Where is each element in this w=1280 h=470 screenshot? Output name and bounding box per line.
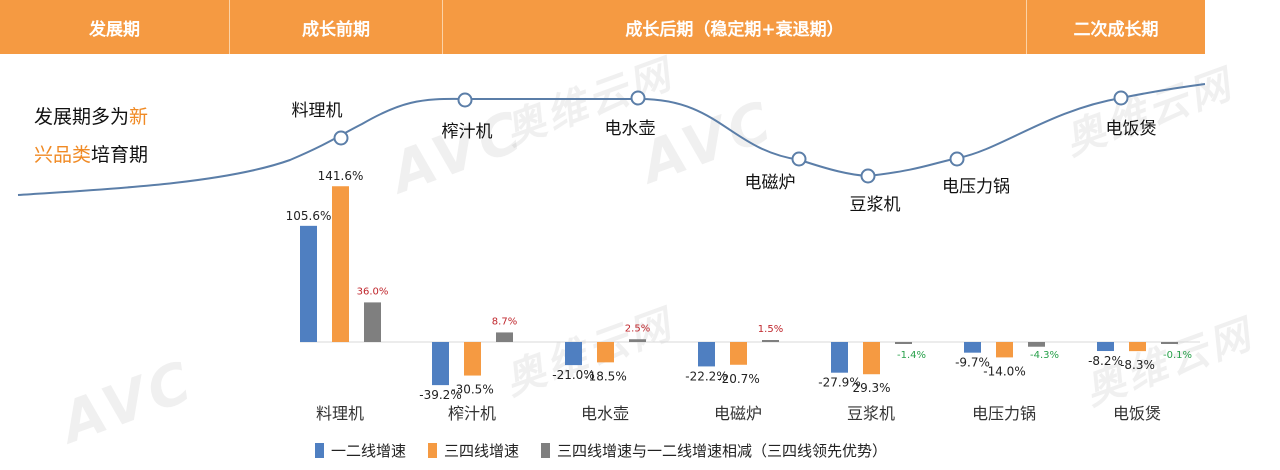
curve-node xyxy=(333,130,349,146)
bar-value-label: -22.2% xyxy=(685,369,727,383)
legend-item-series1: 一二线增速 xyxy=(315,440,406,461)
category-label: 豆浆机 xyxy=(847,404,895,423)
bar-value-label: 2.5% xyxy=(625,323,650,334)
bar-1 xyxy=(698,342,715,367)
intro-line2-a: 兴品类 xyxy=(34,144,92,166)
bar-value-label: -20.7% xyxy=(717,372,759,386)
curve-node-label: 电磁炉 xyxy=(745,173,796,193)
bar-2 xyxy=(597,342,614,363)
bar-value-label: -21.0% xyxy=(552,368,594,382)
bar-1 xyxy=(831,342,848,373)
phase-early-growth: 成长前期 xyxy=(230,0,443,54)
curve-node xyxy=(630,90,646,106)
bar-3 xyxy=(364,302,381,342)
bar-value-label: -14.0% xyxy=(983,364,1025,378)
bar-value-label: -1.4% xyxy=(897,350,926,361)
legend-label: 一二线增速 xyxy=(331,442,407,460)
legend-label: 三四线增速 xyxy=(444,442,520,460)
legend: 一二线增速 三四线增速 三四线增速与一二线增速相减（三四线领先优势） xyxy=(315,440,909,461)
intro-line1-a: 发展期多为 xyxy=(34,106,130,128)
bar-2 xyxy=(863,342,880,375)
bar-value-label: 105.6% xyxy=(286,209,332,223)
legend-label: 三四线增速与一二线增速相减（三四线领先优势） xyxy=(557,442,888,460)
bar-value-label: -4.3% xyxy=(1030,350,1059,361)
phase-late-growth: 成长后期（稳定期+衰退期） xyxy=(443,0,1027,54)
bar-3 xyxy=(762,340,779,342)
bar-3 xyxy=(1028,342,1045,347)
curve-node-label: 电压力锅 xyxy=(942,177,1010,197)
phase-header: 发展期 成长前期 成长后期（稳定期+衰退期） 二次成长期 xyxy=(0,0,1205,54)
category-label: 料理机 xyxy=(316,404,364,423)
category-label: 榨汁机 xyxy=(448,404,496,423)
bar-1 xyxy=(565,342,582,366)
bar-1 xyxy=(1097,342,1114,352)
curve-node xyxy=(949,151,965,167)
legend-item-series3: 三四线增速与一二线增速相减（三四线领先优势） xyxy=(541,440,887,461)
bar-value-label: -18.5% xyxy=(584,369,626,383)
phase-development: 发展期 xyxy=(0,0,230,54)
bar-value-label: 8.7% xyxy=(492,316,517,327)
legend-swatch xyxy=(541,443,551,458)
bar-2 xyxy=(464,342,481,376)
category-label: 电水壶 xyxy=(581,404,629,423)
curve-node-label: 料理机 xyxy=(292,101,343,121)
bar-1 xyxy=(964,342,981,353)
bar-value-label: -27.9% xyxy=(818,376,860,390)
bar-3 xyxy=(496,332,513,342)
legend-swatch xyxy=(428,443,438,458)
bar-3 xyxy=(1161,342,1178,344)
bar-value-label: -39.2% xyxy=(419,388,461,402)
bar-2 xyxy=(996,342,1013,358)
bar-value-label: -8.3% xyxy=(1120,358,1155,372)
bar-1 xyxy=(300,225,317,342)
curve-node xyxy=(791,151,807,167)
bar-value-label: 29.3% xyxy=(852,381,890,395)
curve-node-label: 豆浆机 xyxy=(850,195,901,215)
bar-value-labels: 105.6%141.6%36.0%-39.2%-30.5%8.7%-21.0%-… xyxy=(286,169,1192,402)
legend-item-series2: 三四线增速 xyxy=(428,440,519,461)
curve-node xyxy=(860,168,876,184)
bar-value-label: 36.0% xyxy=(357,286,389,297)
legend-swatch xyxy=(315,443,324,458)
bar-3 xyxy=(629,339,646,342)
bar-value-label: -9.7% xyxy=(955,356,990,370)
bar-1 xyxy=(432,342,449,386)
category-label: 电磁炉 xyxy=(714,404,762,423)
bar-2 xyxy=(1129,342,1146,352)
intro-line2-b: 培育期 xyxy=(91,144,149,166)
category-label: 电饭煲 xyxy=(1113,404,1161,423)
category-label: 电压力锅 xyxy=(972,404,1036,423)
bar-2 xyxy=(332,186,349,342)
curve-node-label: 电饭煲 xyxy=(1106,119,1157,139)
bar-2 xyxy=(730,342,747,365)
intro-text: 发展期多为新 兴品类培育期 xyxy=(34,98,148,174)
curve-node xyxy=(457,92,473,108)
phase-second-growth: 二次成长期 xyxy=(1073,19,1159,40)
bar-value-label: 141.6% xyxy=(318,169,364,183)
curve-node-label: 电水壶 xyxy=(605,119,656,139)
bar-value-label: -8.2% xyxy=(1088,354,1123,368)
curve-node xyxy=(1113,90,1129,106)
lifecycle-curve xyxy=(17,83,1206,196)
bar-series xyxy=(300,186,1178,386)
bar-value-label: 1.5% xyxy=(758,324,783,335)
bar-value-label: -30.5% xyxy=(451,383,493,397)
bar-value-label: -0.1% xyxy=(1163,350,1192,361)
bar-3 xyxy=(895,342,912,344)
category-labels: 料理机 榨汁机 电水壶 电磁炉 豆浆机 电压力锅 电饭煲 xyxy=(316,404,1161,423)
curve-node-label: 榨汁机 xyxy=(442,122,493,142)
intro-line1-b: 新 xyxy=(129,106,149,128)
